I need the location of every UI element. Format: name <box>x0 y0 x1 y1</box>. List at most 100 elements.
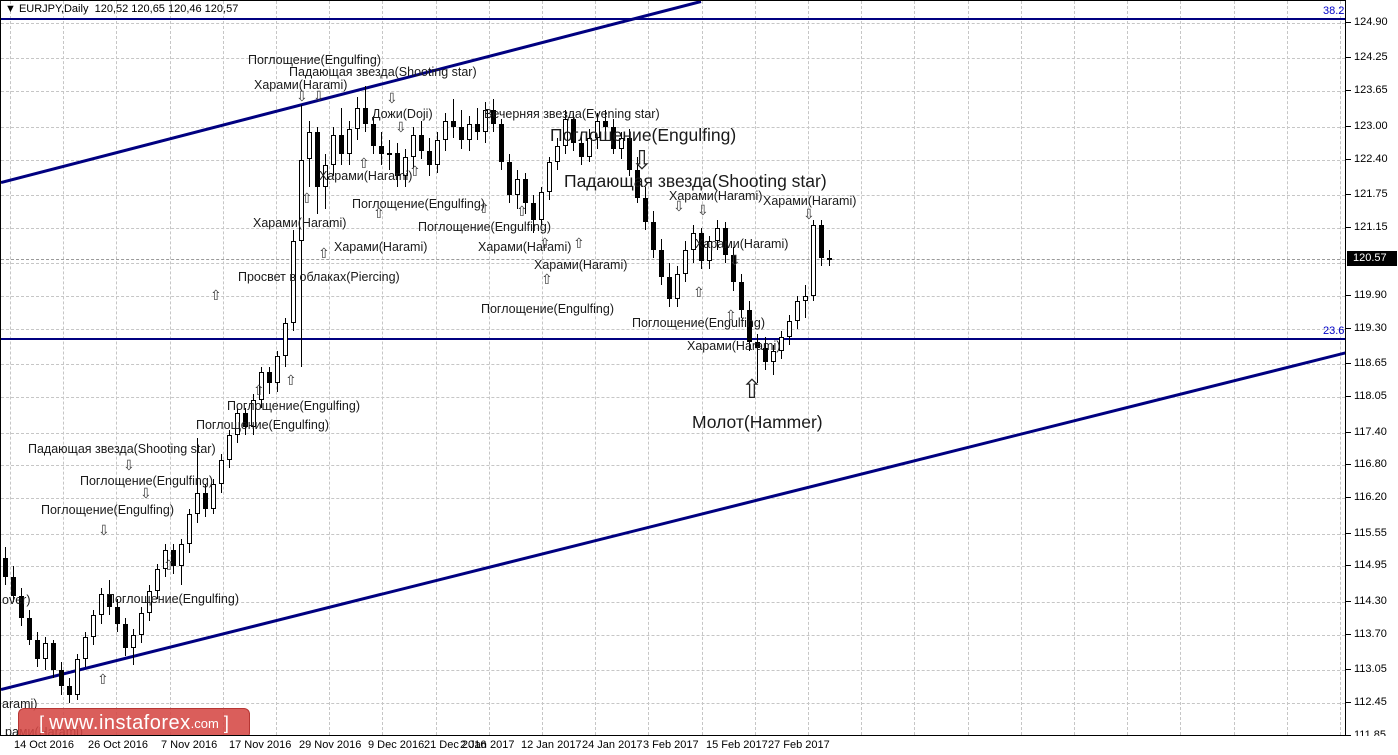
pattern-label: Харами(Harami) <box>253 216 347 230</box>
price-tick-label: 118.65 <box>1354 357 1387 370</box>
candlestick <box>587 137 592 157</box>
candlestick <box>259 372 264 400</box>
time-axis[interactable]: 14 Oct 2016 26 Oct 2016 7 Nov 2016 17 Nov 2… <box>0 736 1398 755</box>
candlestick <box>819 225 824 258</box>
gridline-vertical <box>967 1 969 735</box>
pattern-label: Поглощение(Engulfing) <box>481 302 614 316</box>
up-arrow-icon: ⇧ <box>163 557 175 573</box>
pattern-label: Дожи(Doji) <box>372 107 433 121</box>
gridline-vertical <box>1020 1 1022 735</box>
gridline-horizontal <box>1 23 1345 24</box>
down-arrow-icon: ⇩ <box>631 145 653 175</box>
pattern-label: Поглощение(Engulfing) <box>80 474 213 488</box>
watermark-domain: www.instaforex <box>49 712 191 734</box>
price-axis[interactable]: 124.90 124.25 123.65 123.00 122.40 121.75 121.… <box>1346 0 1398 741</box>
candlestick <box>187 514 192 545</box>
pattern-label: Харами(Harami) <box>687 339 781 353</box>
candlestick <box>667 276 672 299</box>
date-tick-label: 3 Feb 2017 <box>643 739 699 751</box>
price-tick-label: 121.75 <box>1354 187 1388 200</box>
candlestick <box>611 126 616 149</box>
watermark-bracket-right: ] <box>223 713 229 733</box>
symbol-dropdown-icon[interactable]: ▼ <box>5 3 16 15</box>
chart-canvas[interactable]: 38.2 23.6 Поглощение(Engulfing) Падающая з… <box>0 0 1346 736</box>
candlestick <box>443 121 448 141</box>
price-tick-dash <box>1346 57 1351 59</box>
candlestick <box>275 356 280 384</box>
up-arrow-icon: ⇧ <box>409 163 421 179</box>
pattern-label: Харами(Harami) <box>695 237 789 251</box>
pattern-label: Поглощение(Engulfing) <box>418 220 551 234</box>
pattern-label: Просвет в облаках(Piercing) <box>238 270 400 284</box>
candlestick <box>435 140 440 165</box>
candlestick <box>107 593 112 608</box>
candlestick <box>411 134 416 157</box>
candlestick <box>715 227 720 242</box>
price-tick-label: 116.20 <box>1354 491 1387 504</box>
candlestick <box>67 686 72 695</box>
price-tick-dash <box>1346 600 1351 602</box>
pattern-label: Харами(Harami) <box>763 194 857 208</box>
candlestick <box>795 301 800 321</box>
candlestick <box>3 558 8 578</box>
pattern-label: Вечерняя звезда(Evening star) <box>484 107 660 121</box>
price-tick-dash <box>1346 464 1351 466</box>
gridline-horizontal <box>1 702 1345 704</box>
price-tick-label: 122.40 <box>1354 152 1388 165</box>
price-tick-label: 114.30 <box>1354 594 1387 607</box>
gridline-vertical <box>861 1 863 735</box>
candlestick <box>387 152 392 155</box>
date-tick-label: 9 Dec 2016 <box>368 739 425 751</box>
candlestick <box>747 309 752 343</box>
candlestick <box>195 492 200 515</box>
gridline-vertical <box>116 1 118 735</box>
pattern-label: Поглощение(Engulfing) <box>227 399 360 413</box>
gridline-horizontal <box>1 566 1345 568</box>
price-tick-label: 124.90 <box>1354 16 1388 28</box>
price-tick-dash <box>1346 633 1351 635</box>
candlestick <box>731 255 736 283</box>
price-tick-label: 114.95 <box>1354 559 1387 572</box>
price-tick-label: 121.15 <box>1354 220 1388 233</box>
price-tick-dash <box>1346 226 1351 228</box>
symbol-period-label: EURJPY,Daily <box>18 3 89 15</box>
price-tick-dash <box>1346 327 1351 329</box>
fibonacci-level-line <box>1 18 1345 20</box>
candlestick <box>523 178 528 204</box>
candlestick <box>363 107 368 124</box>
candlestick <box>467 124 472 141</box>
candlestick <box>315 132 320 187</box>
date-tick-label: 29 Nov 2016 <box>299 739 362 751</box>
candlestick <box>395 152 400 176</box>
gridline-vertical <box>701 1 703 735</box>
gridline-vertical <box>542 1 543 735</box>
candlestick <box>507 162 512 195</box>
candlestick <box>739 282 744 310</box>
candlestick <box>699 233 704 261</box>
candlestick <box>755 342 760 348</box>
gridline-horizontal <box>1 328 1345 330</box>
candlestick <box>347 129 352 155</box>
candlestick <box>595 121 600 138</box>
candlestick <box>371 124 376 146</box>
up-arrow-icon: ⇧ <box>539 235 551 251</box>
candlestick <box>339 134 344 155</box>
price-tick-dash <box>1346 497 1351 499</box>
candlestick <box>147 590 152 613</box>
candlestick <box>827 257 832 260</box>
gridline-vertical <box>1233 1 1235 735</box>
candlestick <box>811 225 816 296</box>
candlestick <box>299 159 304 242</box>
price-tick-dash <box>1346 669 1351 670</box>
candlestick <box>603 121 608 127</box>
price-tick-label: 123.65 <box>1354 84 1388 97</box>
candlestick <box>723 227 728 256</box>
candlestick <box>691 233 696 250</box>
pattern-label-fragment: arami) <box>2 697 38 711</box>
gridline-horizontal <box>1 498 1345 500</box>
up-arrow-icon: ⇧ <box>253 382 265 398</box>
candle-wick <box>453 99 454 138</box>
candlestick <box>475 124 480 133</box>
candlestick <box>643 197 648 223</box>
up-arrow-icon: ⇧ <box>285 372 297 388</box>
